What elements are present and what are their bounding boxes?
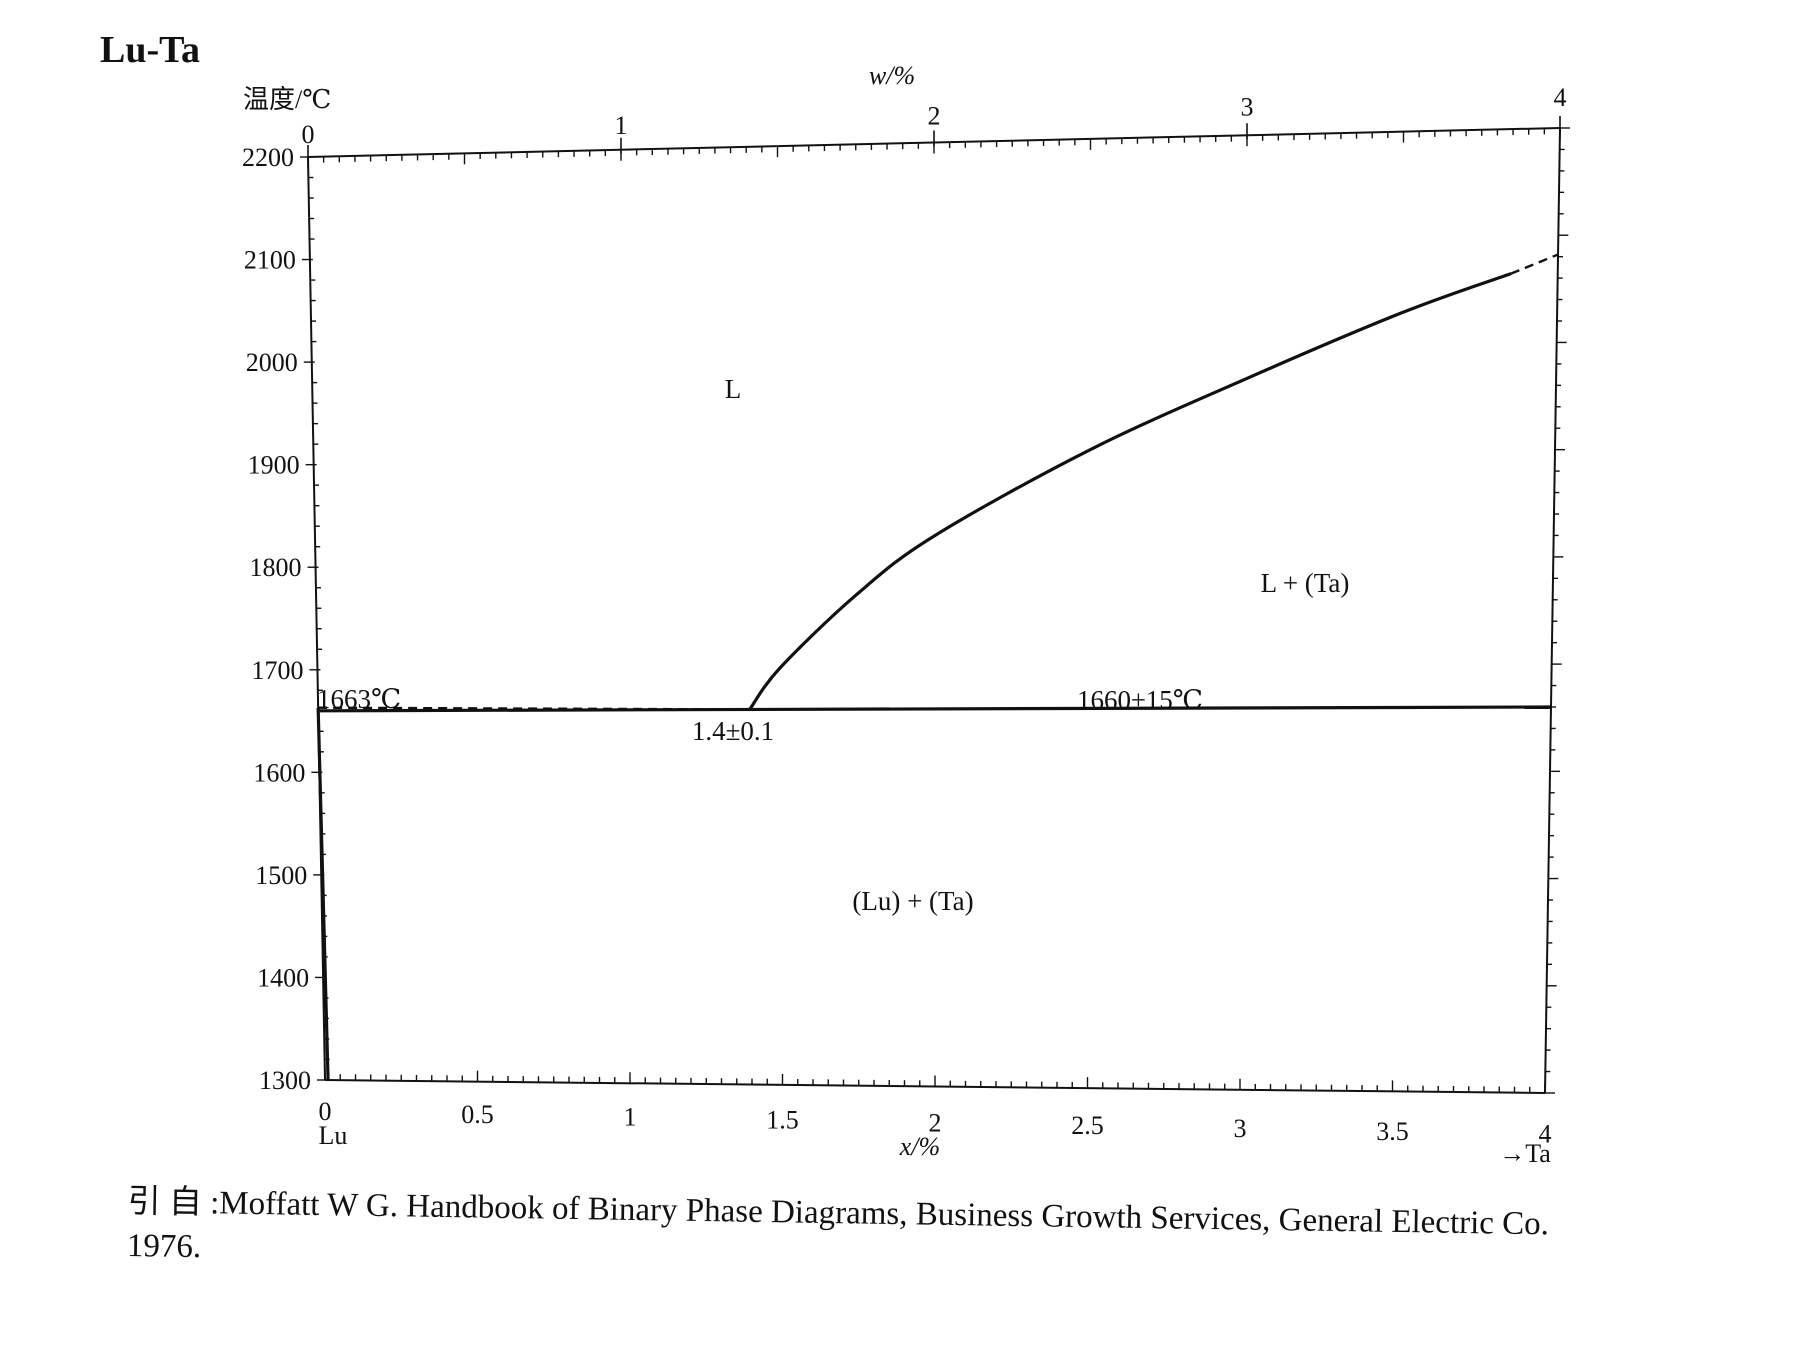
- x-tick-label-bottom: 0: [319, 1097, 332, 1126]
- y-axis-label: 温度/℃: [243, 85, 331, 114]
- y-tick-label: 1400: [257, 963, 309, 992]
- phase-boundary-1: [1510, 253, 1559, 275]
- phase-boundary-0: [748, 272, 1512, 711]
- bottom-axis-label: x/%: [899, 1132, 940, 1161]
- phase-boundary-3: [318, 706, 750, 711]
- y-tick-label: 2200: [242, 143, 294, 172]
- y-tick-label: 2000: [246, 348, 298, 377]
- top-axis-label: w/%: [869, 61, 915, 90]
- x-tick-label-top: 1: [615, 111, 628, 140]
- x-tick-label-bottom: 2.5: [1071, 1111, 1104, 1140]
- x-tick-label-bottom: 0.5: [461, 1100, 494, 1129]
- plot-frame: [307, 127, 1561, 1094]
- y-tick-label: 1500: [255, 861, 307, 890]
- x-tick-label-top: 4: [1554, 83, 1567, 112]
- lu-melting-label: 1663℃: [317, 684, 401, 714]
- x-tick-label-bottom: 1.5: [766, 1105, 799, 1134]
- phase-boundaries: [316, 253, 1559, 1081]
- x-tick-label-bottom: 3.5: [1376, 1117, 1409, 1146]
- x-tick-label-bottom: 1: [624, 1103, 637, 1132]
- frame-right: [1544, 127, 1561, 1094]
- y-tick-label: 1300: [259, 1066, 311, 1095]
- y-tick-label: 1700: [251, 656, 303, 685]
- region-liquid-plus-ta: L + (Ta): [1261, 568, 1350, 598]
- diagram-title: Lu-Ta: [100, 29, 200, 71]
- frame-left: [307, 156, 326, 1081]
- x-tick-label-top: 0: [302, 120, 315, 149]
- y-tick-label: 1900: [248, 451, 300, 480]
- region-liquid: L: [725, 374, 742, 404]
- eutectic-temperature-label: 1660±15℃: [1077, 685, 1203, 715]
- axis-tick-labels: 1300140015001600170018001900200021002200…: [242, 83, 1567, 1149]
- right-element-label: →Ta: [1499, 1139, 1551, 1168]
- region-lu-plus-ta: (Lu) + (Ta): [852, 886, 973, 916]
- left-element-label: Lu: [319, 1121, 348, 1150]
- y-tick-label: 2100: [244, 246, 296, 275]
- eutectic-composition-label: 1.4±0.1: [692, 716, 774, 746]
- axis-ticks: [300, 116, 1570, 1094]
- x-tick-label-top: 2: [928, 102, 941, 131]
- phase-boundary-4: [316, 707, 330, 1081]
- phase-boundary-2: [318, 705, 1552, 713]
- x-tick-label-bottom: 3: [1234, 1114, 1247, 1143]
- x-tick-label-bottom: 4: [1539, 1120, 1552, 1149]
- y-tick-label: 1600: [253, 758, 305, 787]
- y-tick-label: 1800: [250, 553, 302, 582]
- x-tick-label-bottom: 2: [929, 1108, 942, 1137]
- x-tick-label-top: 3: [1241, 92, 1254, 121]
